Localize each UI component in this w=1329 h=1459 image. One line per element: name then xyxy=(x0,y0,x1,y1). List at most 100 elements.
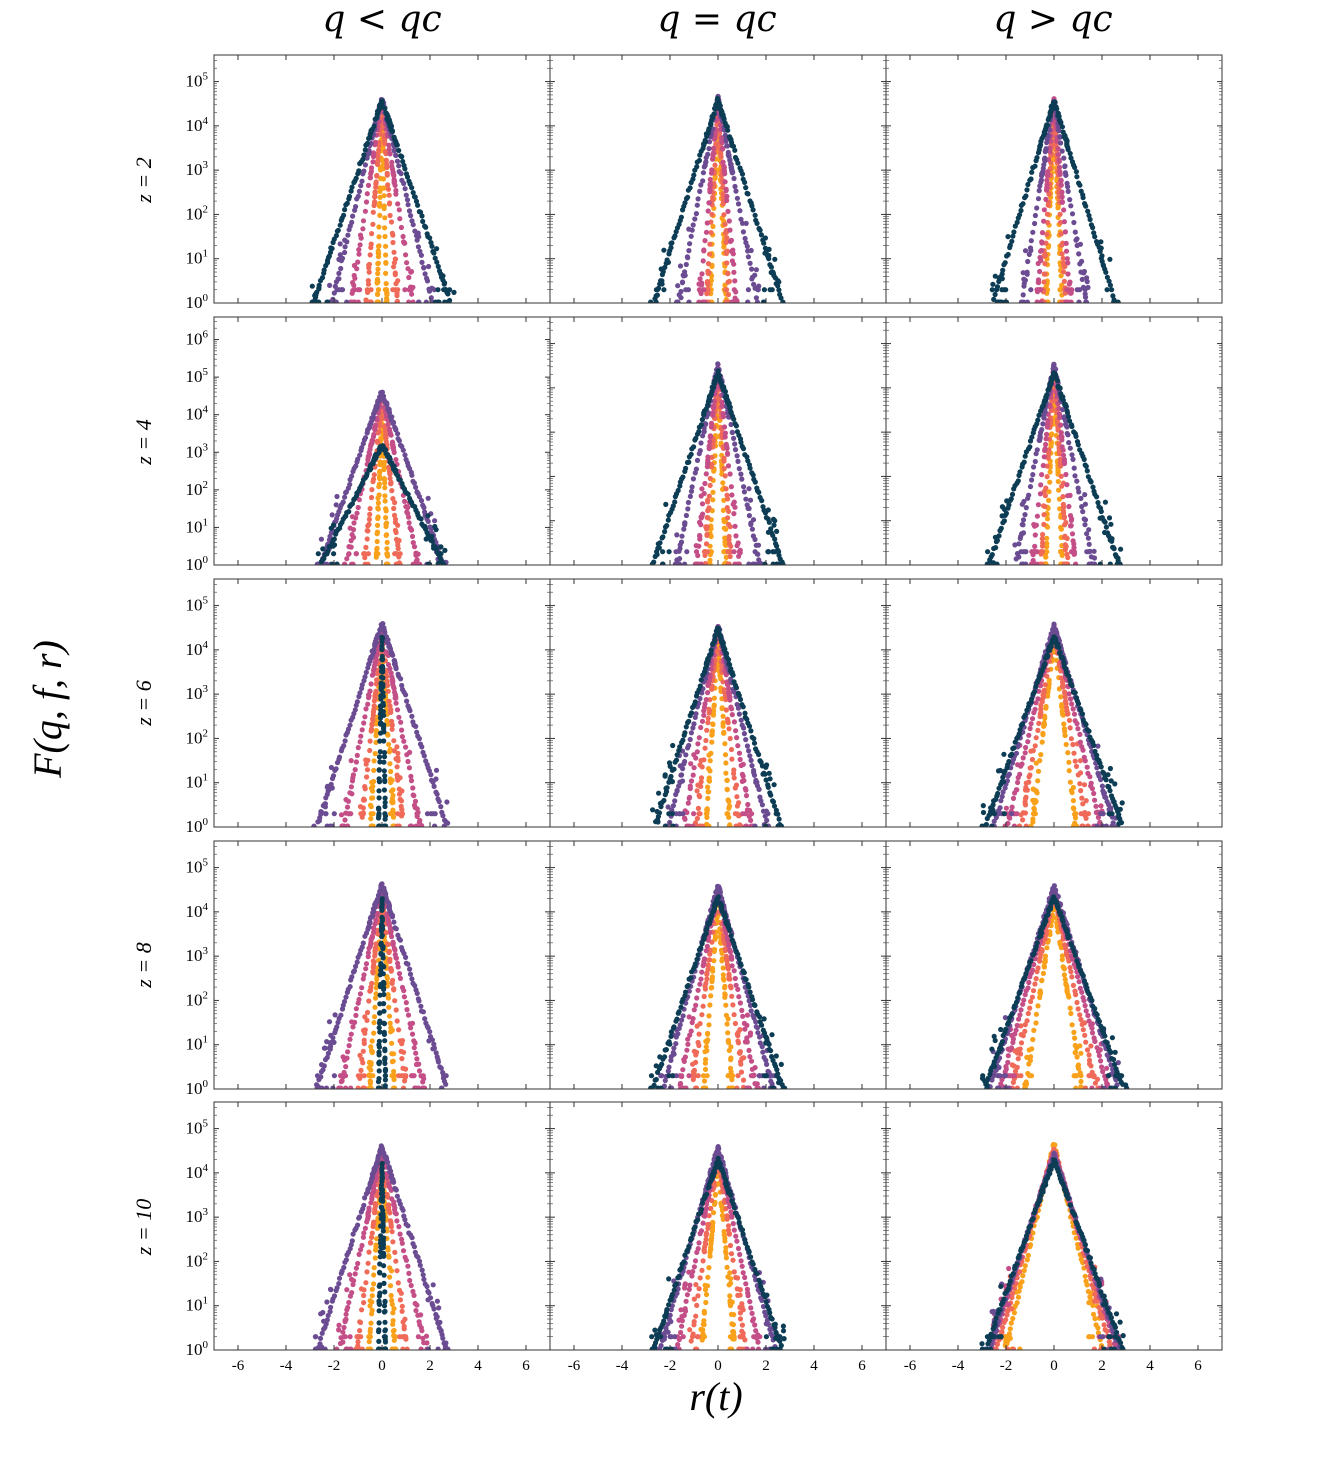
data-point xyxy=(989,561,995,565)
data-point xyxy=(1037,287,1043,293)
data-point xyxy=(1064,139,1070,145)
data-point xyxy=(1046,450,1052,456)
data-point xyxy=(399,734,405,740)
data-point xyxy=(387,761,393,767)
data-point xyxy=(1040,531,1046,538)
data-point xyxy=(345,726,352,732)
data-point xyxy=(411,544,418,550)
data-point xyxy=(735,540,741,546)
data-point xyxy=(371,767,377,774)
data-point xyxy=(1107,282,1113,288)
data-point xyxy=(1009,491,1016,497)
data-point xyxy=(776,279,782,285)
data-point xyxy=(382,225,388,231)
y-tick-label: 105 xyxy=(186,71,209,91)
data-point xyxy=(385,182,391,188)
y-tick-label: 104 xyxy=(186,115,209,135)
data-point xyxy=(349,473,355,479)
data-point xyxy=(999,513,1005,519)
data-point xyxy=(738,471,744,477)
data-point xyxy=(380,444,386,450)
data-point xyxy=(387,122,393,128)
data-point xyxy=(678,539,685,545)
data-point xyxy=(1071,219,1077,226)
y-tick-label: 104 xyxy=(186,639,209,659)
data-point xyxy=(370,667,377,673)
data-point xyxy=(336,276,342,282)
data-point xyxy=(1057,219,1064,226)
data-point xyxy=(745,299,751,303)
data-point xyxy=(721,549,727,555)
data-point xyxy=(1035,196,1042,202)
data-point xyxy=(780,561,786,565)
data-point xyxy=(390,287,396,293)
data-point xyxy=(1115,299,1121,303)
data-point xyxy=(752,536,758,543)
data-point xyxy=(672,499,678,505)
data-point xyxy=(705,789,711,795)
data-point xyxy=(717,103,723,109)
data-point xyxy=(1066,440,1072,446)
data-point xyxy=(1006,502,1012,508)
panel-points xyxy=(984,361,1124,565)
data-point xyxy=(385,186,392,192)
data-point xyxy=(731,269,737,275)
data-point xyxy=(431,783,437,790)
data-point xyxy=(661,287,667,293)
data-point xyxy=(723,138,729,144)
data-point xyxy=(366,262,372,268)
data-point xyxy=(1086,527,1092,533)
data-point xyxy=(750,472,756,478)
data-point xyxy=(721,729,727,736)
data-point xyxy=(1034,513,1040,519)
data-point xyxy=(1060,501,1066,507)
data-point xyxy=(316,299,322,303)
data-point xyxy=(1041,156,1048,162)
data-point xyxy=(368,287,374,293)
data-point xyxy=(1061,219,1067,225)
data-point xyxy=(1036,412,1042,418)
data-point xyxy=(1003,287,1009,293)
data-point xyxy=(403,192,409,198)
data-point xyxy=(706,493,712,499)
data-point xyxy=(393,187,399,194)
data-point xyxy=(728,484,735,490)
data-point xyxy=(1045,244,1051,250)
data-point xyxy=(719,696,725,702)
data-point xyxy=(368,494,375,501)
data-point xyxy=(339,823,345,827)
data-point xyxy=(1022,511,1028,518)
data-point xyxy=(728,746,735,753)
data-point xyxy=(754,299,760,303)
data-point xyxy=(309,283,315,289)
panel-points xyxy=(648,93,786,303)
data-point xyxy=(715,361,721,367)
data-point xyxy=(349,501,355,507)
data-point xyxy=(381,754,388,760)
data-point xyxy=(738,439,744,445)
data-point xyxy=(731,510,737,517)
data-point xyxy=(752,212,758,218)
data-point xyxy=(738,216,744,222)
data-point xyxy=(750,517,757,523)
data-point xyxy=(723,393,730,399)
data-point xyxy=(722,473,728,479)
data-point xyxy=(353,551,359,557)
data-point xyxy=(451,289,457,295)
data-point xyxy=(370,795,376,801)
data-point xyxy=(1034,447,1040,453)
data-point xyxy=(1046,497,1052,503)
data-point xyxy=(1041,521,1047,528)
data-point xyxy=(327,249,334,255)
data-point xyxy=(725,208,731,214)
data-point xyxy=(384,172,390,178)
data-point xyxy=(1081,456,1087,462)
data-point xyxy=(376,767,382,773)
data-point xyxy=(1059,299,1065,303)
data-point xyxy=(406,287,412,293)
data-point xyxy=(393,191,399,197)
data-point xyxy=(700,433,706,439)
data-point xyxy=(408,778,415,784)
panel-3-2 xyxy=(549,578,887,828)
data-point xyxy=(1076,251,1082,257)
